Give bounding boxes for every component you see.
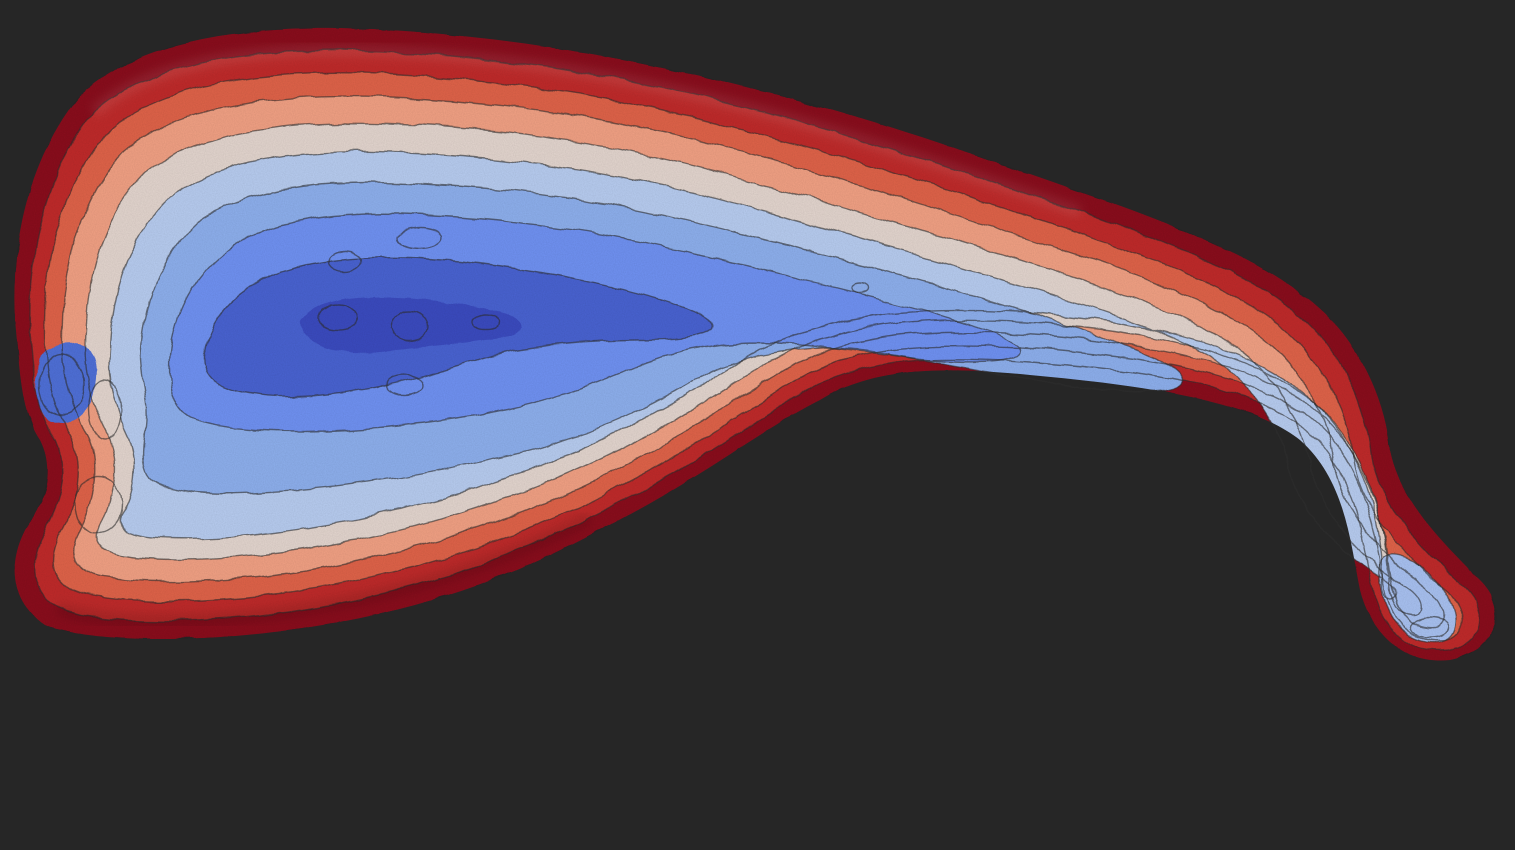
bathymetry-render[interactable] <box>0 0 1515 850</box>
relief-shading <box>14 27 1497 661</box>
render-viewport[interactable] <box>0 0 1515 850</box>
surface-grain <box>14 27 1497 661</box>
